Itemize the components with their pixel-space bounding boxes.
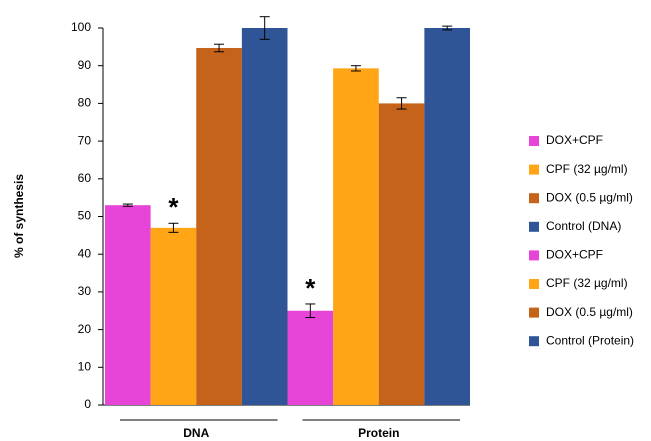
y-tick-label: 20	[78, 322, 92, 336]
y-tick-label: 60	[78, 171, 92, 185]
legend-label: Control (Protein)	[546, 333, 634, 347]
bar	[424, 28, 470, 405]
legend-label: DOX+CPF	[546, 248, 603, 262]
legend-swatch	[529, 250, 539, 261]
y-tick-label: 70	[78, 133, 92, 147]
legend-swatch	[529, 193, 539, 204]
legend-swatch	[529, 221, 539, 232]
legend-swatch	[529, 164, 539, 175]
bar	[378, 103, 425, 406]
legend-swatch	[529, 136, 539, 146]
y-tick-label: 30	[78, 284, 92, 298]
y-tick-label: 50	[78, 209, 92, 223]
bar	[241, 28, 288, 405]
error-bar	[442, 25, 453, 31]
bar	[105, 205, 151, 405]
error-bar	[122, 203, 133, 207]
legend-label: CPF (32 µg/ml)	[546, 162, 628, 176]
y-tick-label: 0	[84, 397, 91, 411]
legend-swatch	[529, 336, 539, 347]
y-tick-label: 100	[71, 20, 91, 34]
legend-label: DOX (0.5 µg/ml)	[546, 190, 633, 204]
legend-label: Control (DNA)	[546, 219, 621, 233]
legend-swatch	[529, 279, 539, 289]
error-bar	[214, 43, 225, 53]
y-tick-label: 40	[78, 246, 92, 260]
x-tick-label: Protein	[358, 426, 399, 440]
error-bar	[168, 222, 179, 233]
error-bar	[259, 16, 270, 40]
legend-label: CPF (32 µg/ml)	[546, 276, 628, 290]
legend-swatch	[529, 307, 539, 318]
bar	[196, 47, 242, 406]
error-bar	[396, 97, 407, 110]
y-tick-label: 10	[78, 359, 92, 373]
bar	[287, 310, 334, 405]
y-axis-label: % of synthesis	[12, 174, 26, 258]
y-tick-label: 80	[78, 96, 92, 110]
annotation: *	[168, 192, 179, 222]
x-tick-label: DNA	[183, 426, 209, 440]
y-tick-label: 90	[78, 58, 92, 72]
legend-label: DOX+CPF	[546, 133, 603, 147]
annotation: *	[305, 273, 316, 303]
error-bar	[305, 303, 316, 319]
error-bar	[350, 65, 361, 72]
bar	[333, 68, 379, 406]
bar	[150, 227, 197, 405]
legend-label: DOX (0.5 µg/ml)	[546, 305, 633, 319]
